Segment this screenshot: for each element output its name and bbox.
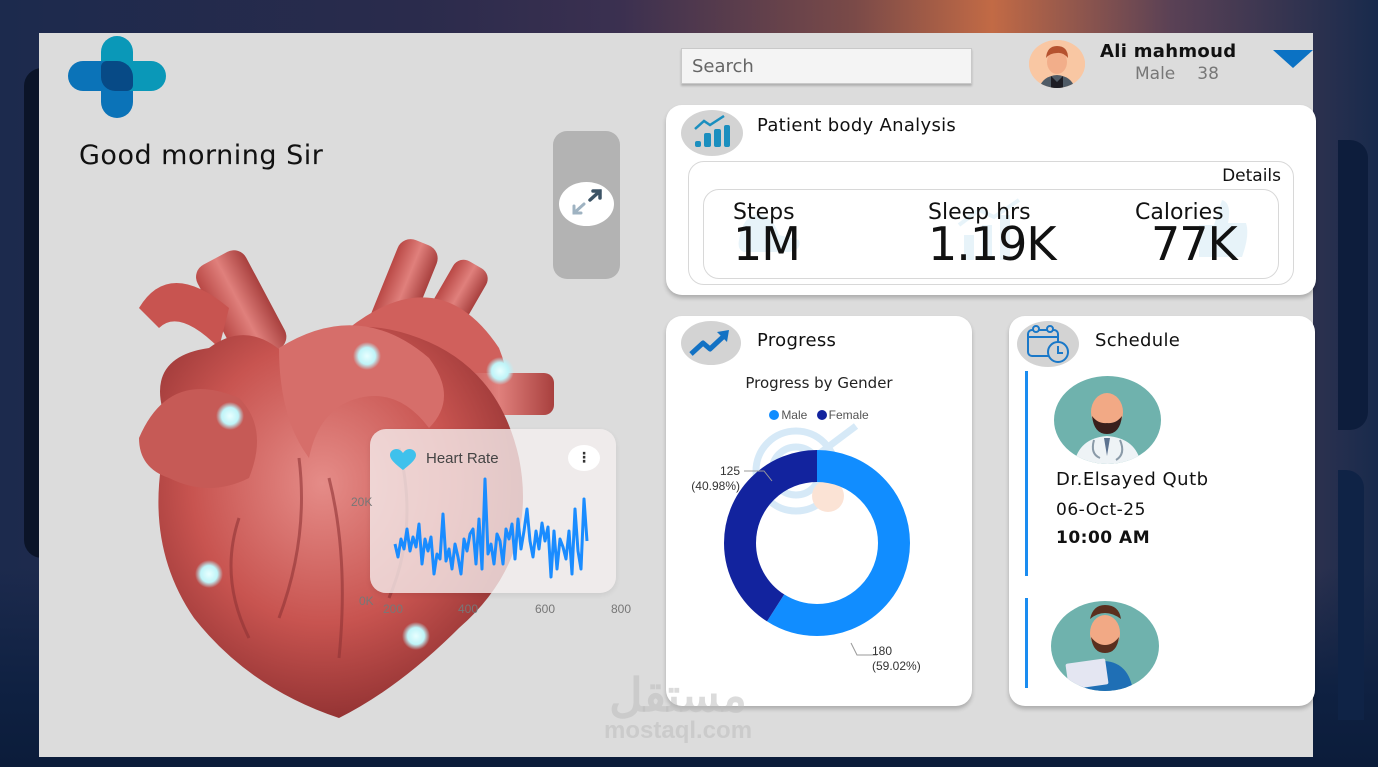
stat-steps: Steps 1M: [733, 200, 801, 271]
heart-rate-card: Heart Rate ⋮: [370, 429, 616, 593]
leader-line: [850, 642, 877, 656]
timeline-bar: [1025, 598, 1028, 688]
background-slab-right-bottom: [1338, 470, 1364, 720]
y-tick: 20K: [351, 495, 373, 509]
shoe-icon: [738, 214, 800, 252]
details-link[interactable]: Details: [1222, 166, 1281, 186]
growth-chart-icon: [957, 198, 1021, 260]
analysis-title: Patient body Analysis: [757, 115, 957, 136]
doctor-avatar[interactable]: [1054, 376, 1161, 464]
stats-box: Steps 1M Sleep hrs 1.19K Calories 77K: [703, 189, 1279, 279]
watermark: مستقل mostaql.com: [604, 669, 753, 744]
stat-label: Sleep hrs: [928, 200, 1031, 225]
greeting-text: Good morning Sir: [79, 140, 324, 171]
timeline-bar: [1025, 371, 1028, 576]
gender-donut-chart[interactable]: [724, 450, 910, 636]
heart-icon: [390, 449, 416, 475]
patient-body-analysis-card: Patient body Analysis Details Steps 1M: [666, 105, 1316, 295]
expand-panel: [553, 131, 620, 279]
schedule-title: Schedule: [1095, 330, 1181, 351]
progress-title: Progress: [757, 330, 837, 351]
user-meta: Male 38: [1135, 64, 1219, 84]
chart-legend: Male Female: [666, 408, 972, 422]
appointment-date: 06-Oct-25: [1056, 500, 1146, 520]
trending-up-icon: [681, 321, 741, 365]
expand-arrows-icon: [570, 188, 604, 220]
chart-title: Progress by Gender: [745, 374, 893, 392]
user-name: Ali mahmoud: [1100, 41, 1237, 62]
stat-sleep-hrs: Sleep hrs 1.19K: [928, 200, 1057, 271]
dashboard-canvas: Good morning Sir: [39, 33, 1316, 757]
leader-line: [744, 470, 773, 482]
stat-label: Steps: [733, 200, 795, 225]
background-slab-right-top: [1338, 140, 1368, 430]
legend-male[interactable]: Male: [769, 408, 807, 422]
x-tick: 200: [383, 602, 404, 616]
bar-chart-icon: [681, 110, 743, 156]
user-gender: Male: [1135, 64, 1176, 84]
details-box: Details Steps 1M Sleep hrs 1: [688, 161, 1294, 285]
user-age: 38: [1197, 64, 1219, 84]
heart-rate-line-chart: [393, 477, 589, 579]
male-data-label: 180 (59.02%): [872, 644, 921, 673]
y-tick: 0K: [359, 594, 374, 608]
user-dropdown-caret-icon[interactable]: [1273, 50, 1313, 68]
medical-cross-logo-icon: [68, 36, 166, 118]
stat-label: Calories: [1135, 200, 1224, 225]
more-options-icon[interactable]: ⋮: [568, 445, 600, 471]
doctor-avatar[interactable]: [1051, 601, 1159, 691]
appointment-time: 10:00 AM: [1056, 528, 1151, 548]
search-input[interactable]: [681, 48, 972, 84]
x-tick: 600: [535, 602, 556, 616]
schedule-card: Schedule Dr.Elsayed Qutb 06-Oct-25 10:00…: [1009, 316, 1315, 706]
stat-calories: Calories 77K: [1135, 200, 1238, 271]
progress-card: Progress Progress by Gender Male Female …: [666, 316, 972, 706]
stat-value: 1M: [733, 217, 801, 271]
calendar-clock-icon: [1017, 321, 1079, 367]
user-avatar[interactable]: [1029, 40, 1085, 88]
x-tick: 400: [458, 602, 479, 616]
legend-female[interactable]: Female: [816, 408, 869, 422]
x-tick: 800: [611, 602, 632, 616]
expand-button[interactable]: [559, 182, 614, 226]
stat-value: 77K: [1151, 217, 1238, 271]
thumbs-up-icon: [1199, 200, 1248, 257]
doctor-name: Dr.Elsayed Qutb: [1056, 469, 1209, 490]
heart-rate-title: Heart Rate: [426, 450, 499, 467]
heart-illustration: [99, 198, 569, 718]
female-data-label: 125 (40.98%): [691, 464, 740, 493]
stat-value: 1.19K: [928, 217, 1057, 271]
